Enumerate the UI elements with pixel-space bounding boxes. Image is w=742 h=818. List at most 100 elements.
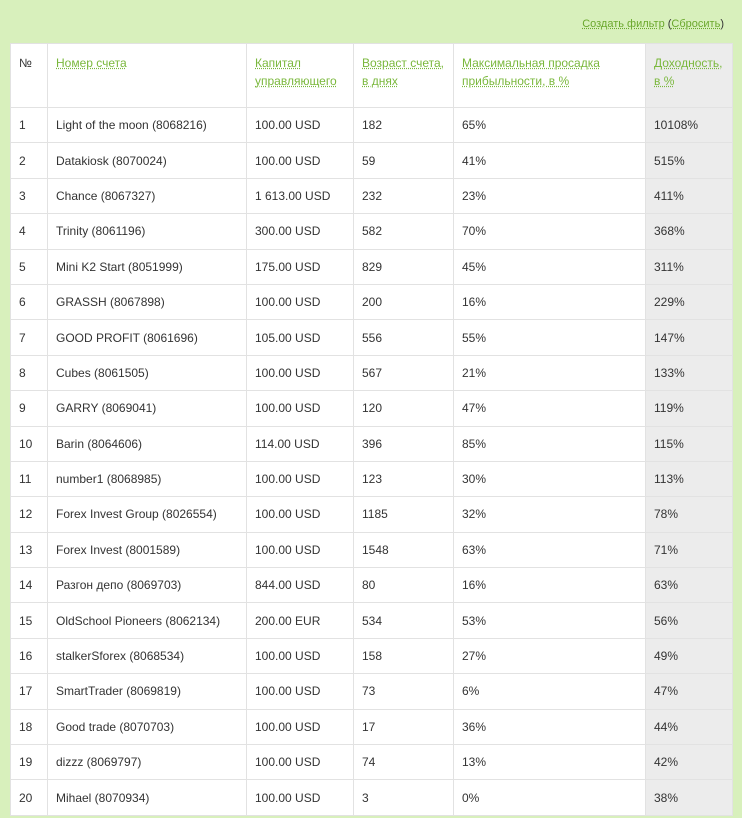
table-cell: number1 (8068985) xyxy=(47,460,247,498)
table-cell: 368% xyxy=(645,213,733,250)
sort-link[interactable]: Возраст счета, в днях xyxy=(362,56,444,88)
table-cell: dizzz (8069797) xyxy=(47,744,247,781)
table-cell: 100.00 USD xyxy=(246,142,354,179)
table-cell: 23% xyxy=(453,177,646,215)
table-row: 17 SmartTrader (8069819) 100.00 USD 73 6% 47% xyxy=(10,673,733,710)
table-row: 5 Mini K2 Start (8051999) 175.00 USD 829 45%… xyxy=(10,248,733,285)
table-cell: 556 xyxy=(353,319,454,356)
table-cell: 100.00 USD xyxy=(246,708,354,746)
table-cell: 1185 xyxy=(353,496,454,533)
table-cell: 8 xyxy=(10,354,48,392)
table-cell: 3 xyxy=(353,779,454,816)
table-cell: 411% xyxy=(645,177,733,215)
table-row: 2 Datakiosk (8070024) 100.00 USD 59 41% 515% xyxy=(10,142,733,179)
table-cell: 36% xyxy=(453,708,646,746)
table-cell: 200.00 EUR xyxy=(246,602,354,639)
table-cell: 42% xyxy=(645,744,733,781)
table-cell: 56% xyxy=(645,602,733,639)
create-filter-link[interactable]: Создать фильтр xyxy=(582,18,665,30)
table-cell: GRASSH (8067898) xyxy=(47,283,247,321)
table-cell: 9 xyxy=(10,390,48,427)
table-cell: 158 xyxy=(353,637,454,675)
table-cell: 100.00 USD xyxy=(246,496,354,533)
table-cell: 13% xyxy=(453,744,646,781)
sort-link[interactable]: Капитал управляющего xyxy=(255,56,337,88)
table-cell: 534 xyxy=(353,602,454,639)
column-header: № xyxy=(10,43,48,108)
table-cell: 567 xyxy=(353,354,454,392)
table-cell: Cubes (8061505) xyxy=(47,354,247,392)
table-cell: Barin (8064606) xyxy=(47,425,247,462)
table-row: 4 Trinity (8061196) 300.00 USD 582 70% 368% xyxy=(10,213,733,250)
table-cell: 41% xyxy=(453,142,646,179)
table-cell: 12 xyxy=(10,496,48,533)
table-cell: 182 xyxy=(353,106,454,144)
table-cell: 1548 xyxy=(353,531,454,569)
table-cell: 100.00 USD xyxy=(246,779,354,816)
table-cell: 120 xyxy=(353,390,454,427)
table-cell: 16 xyxy=(10,637,48,675)
column-header: Номер счета xyxy=(47,43,247,108)
table-cell: 115% xyxy=(645,425,733,462)
table-cell: 20 xyxy=(10,779,48,816)
table-row: 20 Mihael (8070934) 100.00 USD 3 0% 38% xyxy=(10,779,733,816)
table-cell: 1 613.00 USD xyxy=(246,177,354,215)
table-cell: 1 xyxy=(10,106,48,144)
table-row: 1 Light of the moon (8068216) 100.00 USD 18… xyxy=(10,106,733,144)
table-row: 7 GOOD PROFIT (8061696) 105.00 USD 556 55% 14… xyxy=(10,319,733,356)
table-cell: 16% xyxy=(453,283,646,321)
table-cell: 113% xyxy=(645,460,733,498)
table-cell: 85% xyxy=(453,425,646,462)
table-cell: 2 xyxy=(10,142,48,179)
table-row: 6 GRASSH (8067898) 100.00 USD 200 16% 229% xyxy=(10,283,733,321)
table-cell: 232 xyxy=(353,177,454,215)
table-cell: 105.00 USD xyxy=(246,319,354,356)
table-cell: 73 xyxy=(353,673,454,710)
table-cell: 100.00 USD xyxy=(246,283,354,321)
filter-bar: Создать фильтр (Сбросить) xyxy=(582,18,724,30)
table-cell: 100.00 USD xyxy=(246,390,354,427)
sort-link[interactable]: Номер счета xyxy=(56,56,127,70)
table-row: 12 Forex Invest Group (8026554) 100.00 USD… xyxy=(10,496,733,533)
table-cell: Light of the moon (8068216) xyxy=(47,106,247,144)
table-cell: Mini K2 Start (8051999) xyxy=(47,248,247,285)
table-cell: 13 xyxy=(10,531,48,569)
table-cell: 4 xyxy=(10,213,48,250)
sort-link[interactable]: Максимальная просадка прибыльности, в % xyxy=(462,56,600,88)
table-cell: 70% xyxy=(453,213,646,250)
table-cell: 47% xyxy=(645,673,733,710)
table-cell: 59 xyxy=(353,142,454,179)
table-cell: 15 xyxy=(10,602,48,639)
column-header: Доходность, в % xyxy=(645,43,733,108)
sort-link[interactable]: Доходность, в % xyxy=(654,56,723,88)
reset-link[interactable]: Сбросить xyxy=(671,18,721,30)
table-cell: GARRY (8069041) xyxy=(47,390,247,427)
table-cell: Chance (8067327) xyxy=(47,177,247,215)
table-cell: 19 xyxy=(10,744,48,781)
table-cell: 32% xyxy=(453,496,646,533)
table-cell: 17 xyxy=(10,673,48,710)
table-cell: 147% xyxy=(645,319,733,356)
table-cell: 100.00 USD xyxy=(246,673,354,710)
table-cell: Forex Invest Group (8026554) xyxy=(47,496,247,533)
table-cell: OldSchool Pioneers (8062134) xyxy=(47,602,247,639)
table-row: 10 Barin (8064606) 114.00 USD 396 85% 115% xyxy=(10,425,733,462)
table-cell: 3 xyxy=(10,177,48,215)
table-row: 11 number1 (8068985) 100.00 USD 123 30% 113% xyxy=(10,460,733,498)
paren: ) xyxy=(720,18,724,30)
table-cell: Forex Invest (8001589) xyxy=(47,531,247,569)
table-cell: 71% xyxy=(645,531,733,569)
table-cell: 123 xyxy=(353,460,454,498)
table-cell: 47% xyxy=(453,390,646,427)
table-cell: 78% xyxy=(645,496,733,533)
table-cell: 44% xyxy=(645,708,733,746)
table-cell: 119% xyxy=(645,390,733,427)
table-row: 3 Chance (8067327) 1 613.00 USD 232 23% 411% xyxy=(10,177,733,215)
table-cell: 14 xyxy=(10,567,48,604)
table-row: 16 stalkerSforex (8068534) 100.00 USD 158 27… xyxy=(10,637,733,675)
table-cell: Datakiosk (8070024) xyxy=(47,142,247,179)
table-cell: 10 xyxy=(10,425,48,462)
table-cell: 18 xyxy=(10,708,48,746)
table-cell: SmartTrader (8069819) xyxy=(47,673,247,710)
table-cell: 7 xyxy=(10,319,48,356)
